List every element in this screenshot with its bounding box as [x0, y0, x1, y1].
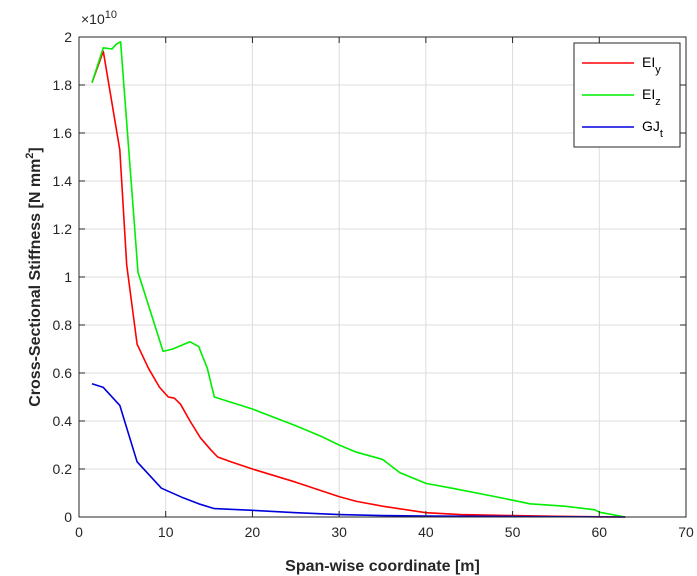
x-tick-label: 60: [591, 524, 607, 540]
legend-label-eiy: EIy: [642, 54, 661, 76]
y-tick-label: 1.6: [53, 125, 73, 141]
y-tick-label: 1.2: [53, 221, 73, 237]
series-line-eiy: [91, 50, 626, 518]
y-axis-exponent: ×1010: [81, 9, 117, 27]
y-tick-label: 0.8: [53, 317, 73, 333]
y-tick-label: 1: [64, 269, 72, 285]
legend-label-gjt: GJt: [642, 118, 663, 140]
y-axis-label: Cross-Sectional Stiffness [N mm2]: [24, 147, 44, 407]
y-tick-label: 2: [64, 29, 72, 45]
y-tick-label: 0.2: [53, 461, 73, 477]
series-lines: [91, 40, 626, 518]
legend: EIy EIz GJt: [573, 42, 681, 148]
x-tick-label: 10: [158, 524, 174, 540]
y-tick-label: 0.4: [53, 413, 73, 429]
grid: [78, 36, 687, 518]
axis-ticks: 0 10 20 30 40 50 60 70 0 0.2 0.4 0.6 0.8 1 1.2 1.4 1.6 1.…: [53, 29, 694, 540]
x-tick-label: 70: [678, 524, 694, 540]
x-tick-label: 0: [75, 524, 83, 540]
x-tick-label: 50: [505, 524, 521, 540]
y-tick-label: 1.8: [53, 77, 73, 93]
series-line-gjt: [91, 383, 626, 518]
x-axis-label: Span-wise coordinate [m]: [285, 558, 480, 575]
legend-label-eiz: EIz: [642, 86, 661, 108]
y-tick-label: 0.6: [53, 365, 73, 381]
x-tick-label: 20: [245, 524, 261, 540]
x-tick-label: 30: [331, 524, 347, 540]
x-tick-label: 40: [418, 524, 434, 540]
y-tick-label: 0: [64, 509, 72, 525]
series-line-eiz: [91, 40, 626, 518]
y-tick-label: 1.4: [53, 173, 73, 189]
